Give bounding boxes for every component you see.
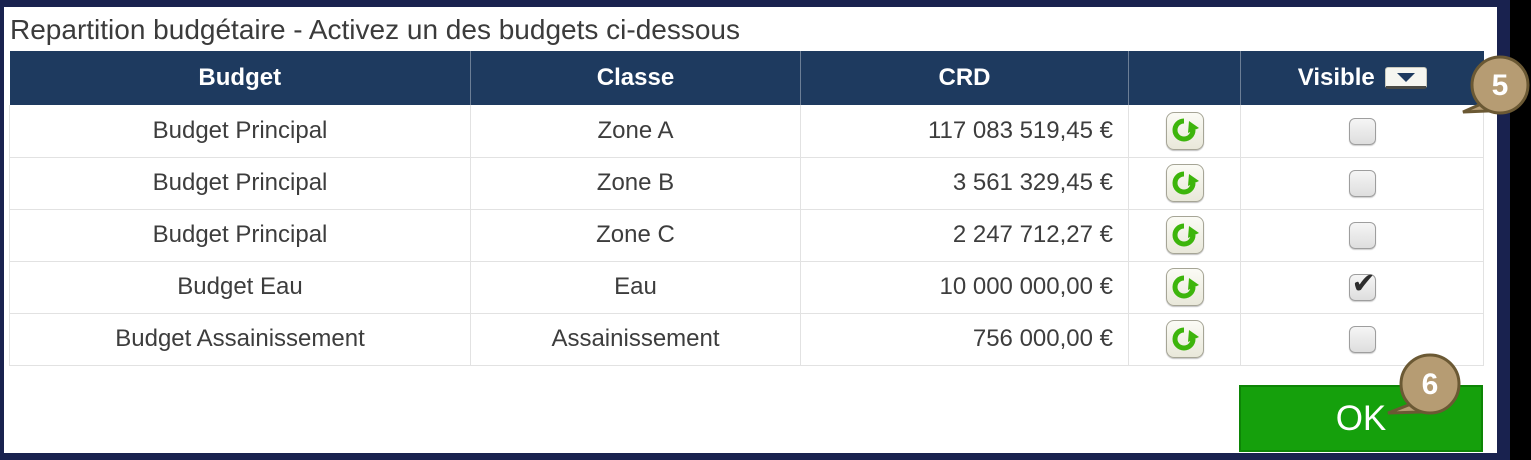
column-header-visible: Visible	[1240, 51, 1484, 105]
annotation-badge-5: 5	[1462, 55, 1530, 115]
column-header-crd: CRD	[800, 51, 1129, 105]
cell-crd: 3 561 329,45 €	[800, 157, 1129, 210]
table-header-row: Budget Classe CRD Visible	[9, 51, 1484, 105]
column-header-budget: Budget	[9, 51, 471, 105]
cell-budget: Budget Assainissement	[9, 313, 471, 366]
visible-checkbox[interactable]	[1348, 170, 1376, 198]
cell-classe: Eau	[470, 261, 801, 314]
visible-checkbox[interactable]	[1348, 326, 1376, 354]
visible-checkbox[interactable]	[1348, 266, 1376, 302]
refresh-button[interactable]	[1165, 216, 1204, 254]
annotation-badge-6: 6	[1387, 353, 1461, 415]
refresh-button[interactable]	[1165, 111, 1204, 150]
table-row: Budget Principal Zone C 2 247 712,27 €	[9, 209, 1484, 262]
cell-crd: 756 000,00 €	[800, 313, 1129, 366]
cell-classe: Zone A	[470, 105, 801, 158]
badge-6-number: 6	[1422, 368, 1439, 401]
refresh-icon	[1172, 171, 1199, 194]
cell-crd: 10 000 000,00 €	[800, 261, 1129, 314]
refresh-button[interactable]	[1165, 268, 1204, 306]
cell-budget: Budget Principal	[9, 157, 471, 210]
visible-header-label: Visible	[1297, 64, 1375, 91]
cell-budget: Budget Eau	[9, 261, 471, 314]
table-row: Budget Assainissement Assainissement 756…	[9, 313, 1484, 366]
refresh-button[interactable]	[1165, 320, 1204, 358]
budget-table: Budget Classe CRD Visible Budget Princip…	[9, 51, 1484, 366]
cell-classe: Zone B	[470, 157, 801, 210]
column-header-classe: Classe	[470, 51, 801, 105]
visible-dropdown-button[interactable]	[1384, 67, 1427, 89]
chevron-down-icon	[1396, 72, 1415, 82]
refresh-button[interactable]	[1165, 164, 1204, 202]
cell-budget: Budget Principal	[9, 105, 471, 158]
column-header-action	[1128, 51, 1241, 105]
page-title: Repartition budgétaire - Activez un des …	[10, 14, 740, 45]
badge-5-number: 5	[1492, 69, 1509, 102]
refresh-icon	[1172, 275, 1199, 298]
table-row: Budget Eau Eau 10 000 000,00 €	[9, 261, 1484, 314]
visible-checkbox[interactable]	[1348, 117, 1376, 145]
table-row: Budget Principal Zone B 3 561 329,45 €	[9, 157, 1484, 210]
refresh-icon	[1172, 118, 1199, 142]
cell-classe: Zone C	[470, 209, 801, 262]
refresh-icon	[1172, 223, 1199, 246]
cell-crd: 117 083 519,45 €	[800, 105, 1129, 158]
visible-checkbox[interactable]	[1348, 222, 1376, 250]
cell-crd: 2 247 712,27 €	[800, 209, 1129, 262]
ok-button[interactable]: OK	[1239, 385, 1483, 452]
table-row: Budget Principal Zone A 117 083 519,45 €	[9, 105, 1484, 158]
cell-classe: Assainissement	[470, 313, 801, 366]
refresh-icon	[1172, 327, 1199, 350]
cell-budget: Budget Principal	[9, 209, 471, 262]
